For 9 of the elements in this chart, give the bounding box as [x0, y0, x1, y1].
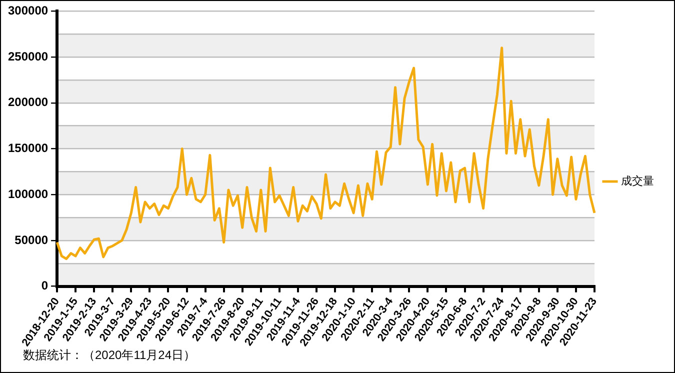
- y-tick-label: 50000: [14, 232, 48, 247]
- y-tick-label: 250000: [8, 49, 48, 64]
- y-tick-label: 200000: [8, 95, 48, 110]
- legend-label: 成交量: [621, 174, 654, 188]
- text: 数据统计：（2020年11月24日）: [23, 347, 196, 364]
- y-tick-label: 300000: [8, 4, 48, 18]
- y-tick-label: 100000: [8, 186, 48, 201]
- y-tick-label: 150000: [8, 141, 48, 156]
- y-tick-label: 0: [41, 278, 48, 293]
